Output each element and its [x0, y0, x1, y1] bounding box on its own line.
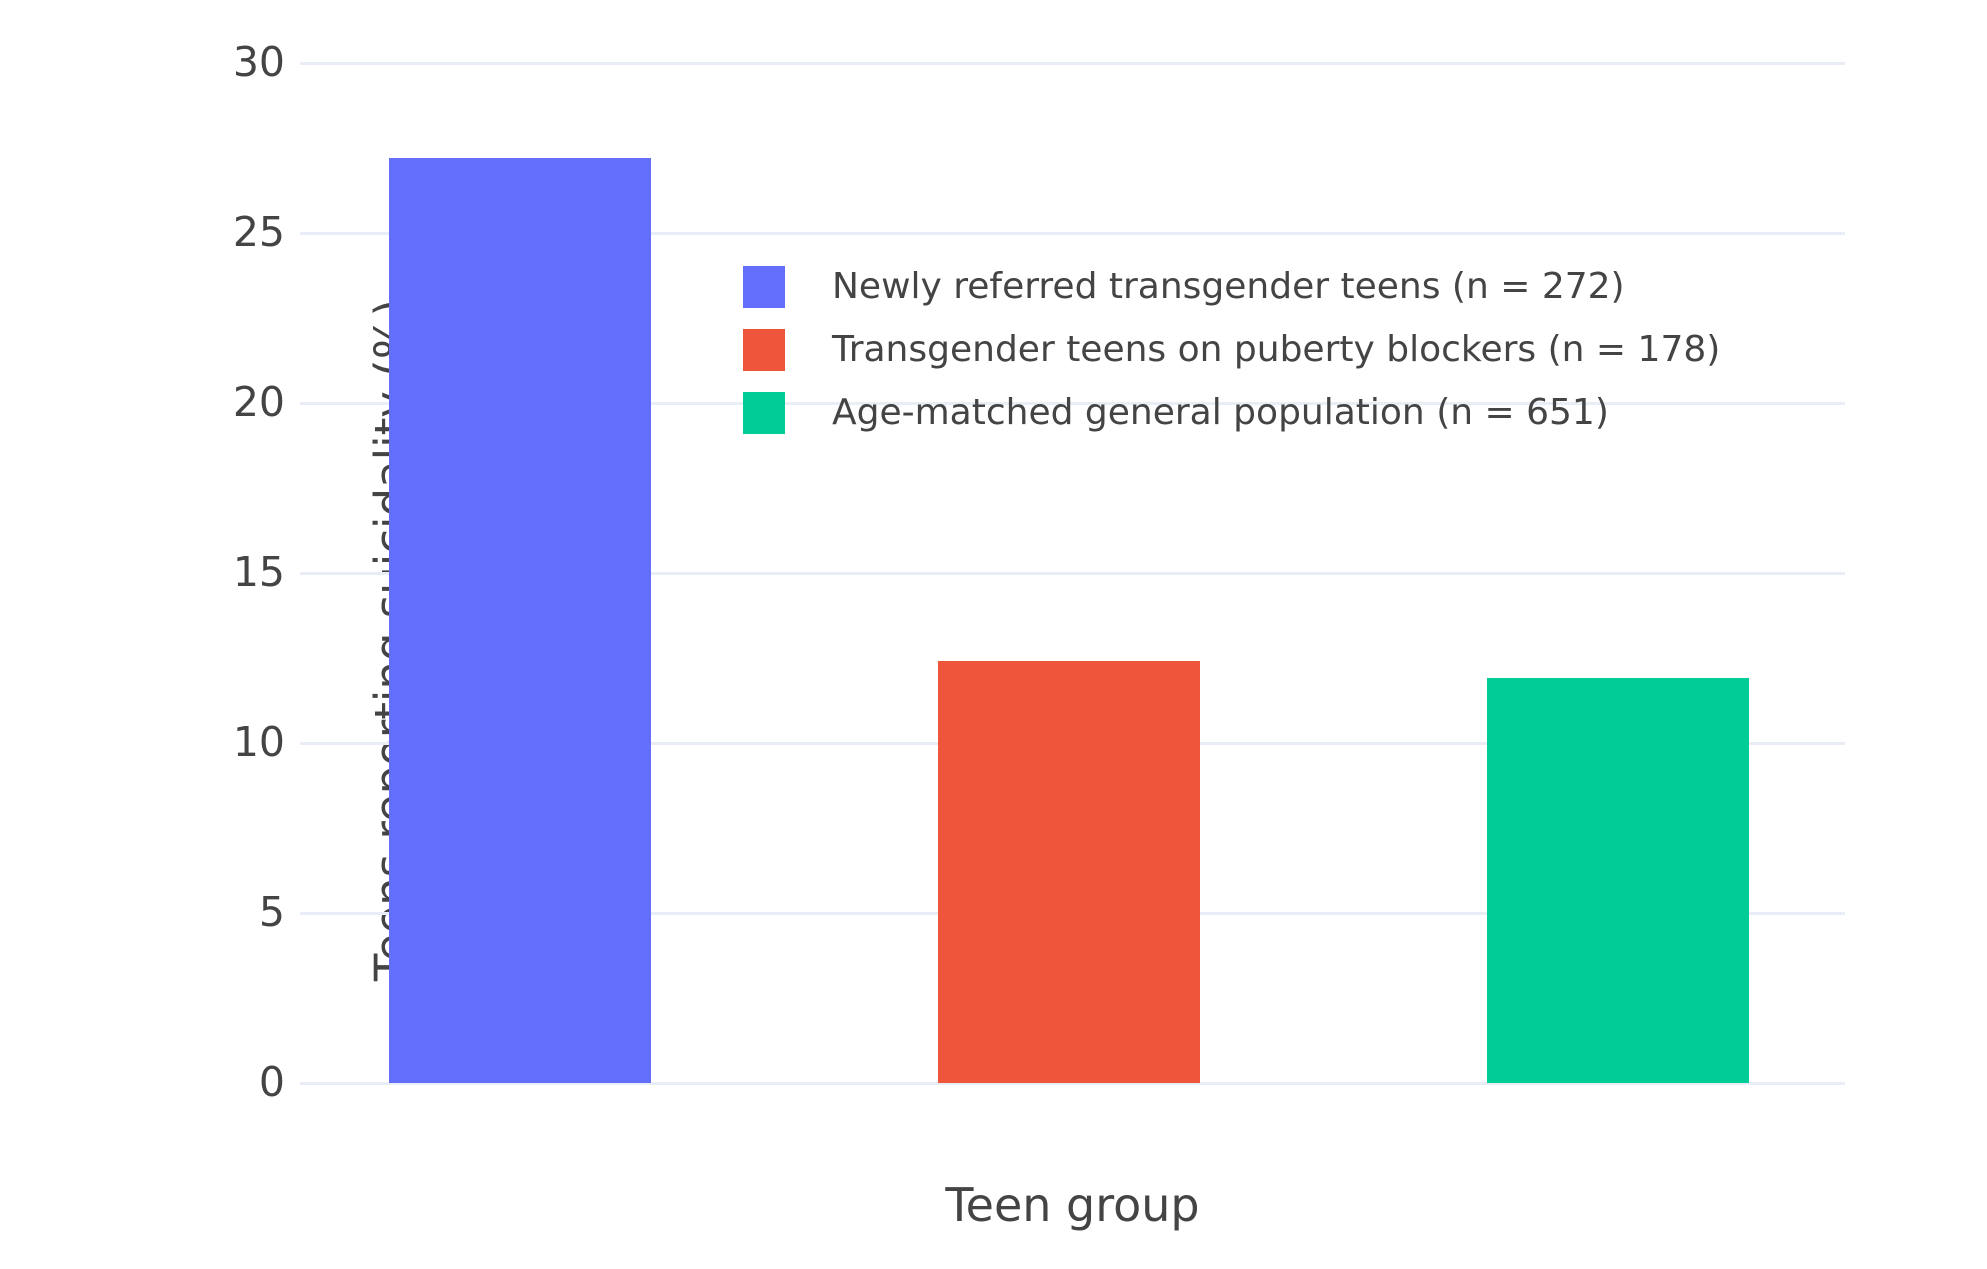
y-tick-label-30: 30: [232, 38, 285, 86]
legend-label: Newly referred transgender teens (n = 27…: [832, 266, 1625, 307]
gridline-y-15: [300, 571, 1845, 575]
legend-swatch-icon: [743, 392, 785, 434]
gridline-y-30: [300, 61, 1845, 65]
gridline-y-25: [300, 231, 1845, 235]
bar-series-2[interactable]: [1487, 678, 1750, 1083]
legend-item-1[interactable]: Transgender teens on puberty blockers (n…: [743, 329, 1720, 371]
legend: Newly referred transgender teens (n = 27…: [743, 266, 1720, 455]
bar-series-0[interactable]: [389, 158, 651, 1083]
y-tick-label-0: 0: [258, 1058, 285, 1106]
bar-series-1[interactable]: [937, 661, 1200, 1083]
legend-swatch-icon: [743, 266, 785, 308]
legend-item-0[interactable]: Newly referred transgender teens (n = 27…: [743, 266, 1720, 308]
gridline-y-20: [300, 401, 1845, 405]
gridline-y-0: [300, 1081, 1845, 1085]
legend-item-2[interactable]: Age-matched general population (n = 651): [743, 392, 1720, 434]
legend-label: Transgender teens on puberty blockers (n…: [832, 329, 1721, 370]
y-tick-label-5: 5: [258, 888, 285, 936]
plot-area: Teens reporting suicidality (%) 05101520…: [233, 42, 1845, 1103]
x-axis-title: Teen group: [945, 1178, 1200, 1232]
y-tick-label-20: 20: [232, 378, 285, 426]
legend-label: Age-matched general population (n = 651): [832, 392, 1609, 433]
y-tick-label-25: 25: [232, 208, 285, 256]
y-tick-label-15: 15: [232, 548, 285, 596]
y-tick-label-10: 10: [232, 718, 285, 766]
legend-swatch-icon: [743, 329, 785, 371]
